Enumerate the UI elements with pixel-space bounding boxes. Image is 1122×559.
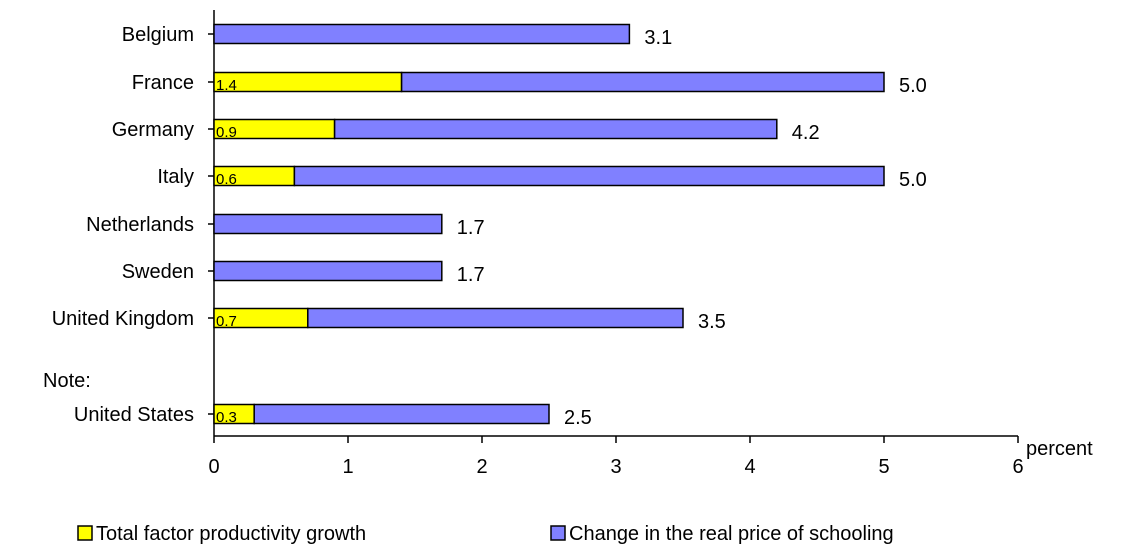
legend-label-tfp-growth: Total factor productivity growth [96,523,366,545]
bar-price-of-schooling [213,260,443,282]
bar-tfp-growth [213,71,403,93]
total-data-label: 4.2 [792,122,820,144]
tfp-data-label: 0.7 [216,313,237,330]
bar-price-of-schooling [307,307,684,329]
category-label: Netherlands [86,214,194,236]
tfp-data-label: 0.3 [216,409,237,426]
category-label: Sweden [122,261,194,283]
category-label: United States [74,404,194,426]
x-tick-label: 3 [610,456,621,478]
legend-swatch-tfp-growth [77,525,93,541]
category-label: Italy [157,166,194,188]
category-label: United Kingdom [52,308,194,330]
bar-price-of-schooling [213,23,631,45]
x-tick-label: 1 [342,456,353,478]
x-tick-label: 4 [744,456,755,478]
x-tick-label: 6 [1012,456,1023,478]
bar-price-of-schooling [293,165,885,187]
category-label: Belgium [122,24,194,46]
category-label: France [132,72,194,94]
x-tick-label: 0 [208,456,219,478]
total-data-label: 1.7 [457,217,485,239]
total-data-label: 5.0 [899,169,927,191]
total-data-label: 5.0 [899,75,927,97]
legend-label-price-of-schooling: Change in the real price of schooling [569,523,894,545]
bar-price-of-schooling [253,403,550,425]
total-data-label: 3.1 [644,27,672,49]
note-label: Note: [43,370,91,392]
total-data-label: 2.5 [564,407,592,429]
total-data-label: 1.7 [457,264,485,286]
x-axis-label: percent [1026,438,1093,460]
category-label: Germany [112,119,194,141]
legend-swatch-price-of-schooling [550,525,566,541]
bar-price-of-schooling [400,71,885,93]
total-data-label: 3.5 [698,311,726,333]
bar-price-of-schooling [333,118,778,140]
x-tick-label: 5 [878,456,889,478]
tfp-data-label: 0.6 [216,171,237,188]
tfp-data-label: 0.9 [216,124,237,141]
x-tick-label: 2 [476,456,487,478]
bar-price-of-schooling [213,213,443,235]
tfp-data-label: 1.4 [216,77,237,94]
